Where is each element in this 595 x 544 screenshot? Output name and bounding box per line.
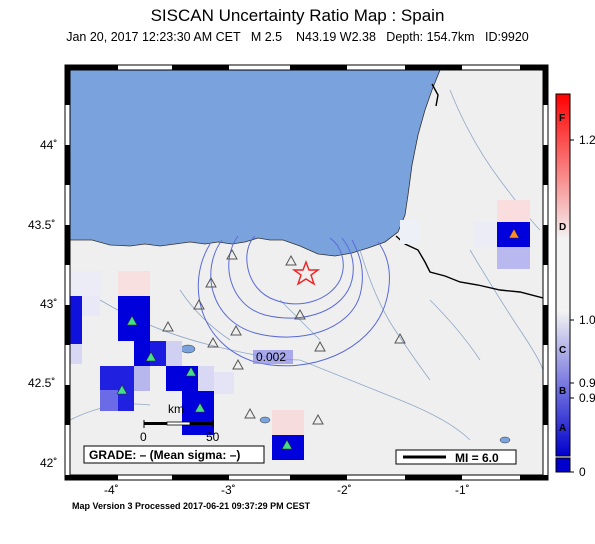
triangle-icon [126, 315, 138, 326]
rivers [70, 89, 543, 441]
star-icon [291, 260, 321, 286]
colorbar-value: 0.9 [579, 391, 595, 405]
map-title: SISCAN Uncertainty Ratio Map : Spain [150, 6, 445, 25]
triangle-icon [207, 336, 219, 348]
triangle-icon [145, 351, 157, 362]
triangle-icon [193, 298, 205, 310]
colorbar-letter: D [559, 222, 566, 233]
triangle-icon [312, 413, 324, 425]
lat-tick: 44˚ [40, 138, 57, 152]
colorbar-letter: F [559, 113, 565, 124]
scalebar-unit: km [168, 402, 184, 416]
station-icons [162, 248, 406, 425]
lat-tick: 42˚ [40, 456, 57, 470]
processing-footer: Map Version 3 Processed 2017-06-21 09:37… [72, 501, 311, 511]
colorbar-letter: A [559, 423, 566, 434]
station-used-icons [116, 315, 293, 450]
triangle-icon [185, 366, 197, 377]
lon-tick: -2˚ [337, 483, 352, 497]
triangle-icon [281, 439, 293, 450]
colorbar-value: 0.9 [579, 376, 595, 390]
scalebar-zero: 0 [140, 430, 147, 444]
lon-tick: -4˚ [104, 483, 119, 497]
triangle-icon [314, 340, 326, 352]
lon-tick: -3˚ [221, 483, 236, 497]
mi-text: MI = 6.0 [455, 451, 499, 465]
colorbar-value: 0 [579, 465, 586, 479]
triangle-icon [116, 384, 128, 395]
triangle-icon [162, 320, 174, 332]
lon-tick: -1˚ [455, 483, 470, 497]
uncertainty-grid [70, 200, 530, 460]
lake-shape [180, 344, 196, 354]
triangle-icon [508, 228, 520, 239]
lat-tick: 43.5˚ [28, 218, 55, 232]
colorbar-letter: B [559, 386, 566, 397]
triangle-icon [232, 358, 244, 370]
triangle-icon [285, 254, 297, 266]
grade-box [83, 445, 265, 464]
colorbar-value: 1.2 [579, 133, 595, 147]
scalebar-fifty: 50 [206, 430, 220, 444]
triangle-icon [226, 248, 238, 260]
triangle-icon [294, 308, 306, 320]
map-frame [64, 64, 549, 481]
lake-shape [499, 436, 511, 444]
lake-shape [259, 416, 271, 424]
triangle-icon [394, 332, 406, 344]
event-info: Jan 20, 2017 12:23:30 AM CET M 2.5 N43.1… [66, 30, 529, 44]
colorbar [555, 93, 574, 473]
colorbar-letter: C [559, 345, 566, 356]
grade-text: GRADE: – (Mean sigma: –) [89, 448, 240, 462]
colorbar-value: 1.0 [579, 313, 595, 327]
scale-bar [143, 420, 214, 428]
triangle-icon [230, 324, 242, 336]
triangle-icon [205, 276, 217, 288]
contour-label: 0.002 [256, 350, 286, 364]
triangle-icon [244, 407, 256, 419]
border-line [395, 235, 543, 299]
triangle-icon [194, 402, 206, 413]
sea-area [70, 70, 441, 257]
mi-box [395, 449, 517, 465]
lat-tick: 43˚ [40, 297, 57, 311]
lat-tick: 42.5˚ [28, 376, 55, 390]
